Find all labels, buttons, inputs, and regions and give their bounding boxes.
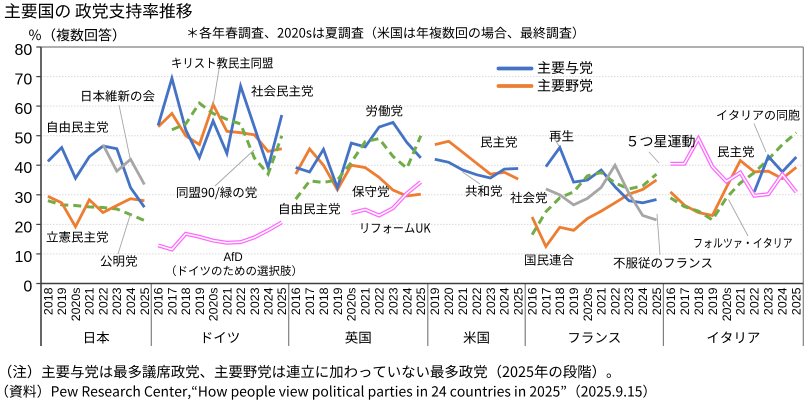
svg-text:2022: 2022 [373, 287, 387, 315]
svg-text:2024: 2024 [776, 287, 790, 315]
svg-text:50: 50 [15, 131, 33, 148]
svg-text:40: 40 [15, 160, 33, 177]
svg-text:2023: 2023 [110, 287, 124, 315]
svg-text:60: 60 [15, 101, 33, 118]
svg-text:2020: 2020 [442, 287, 456, 315]
svg-text:2020s: 2020s [345, 288, 359, 322]
svg-text:2018: 2018 [692, 287, 706, 315]
svg-text:2016: 2016 [664, 287, 678, 315]
svg-text:2023: 2023 [762, 287, 776, 315]
svg-text:2023: 2023 [484, 287, 498, 315]
svg-text:2019: 2019 [331, 287, 345, 315]
svg-text:2020s: 2020s [207, 288, 221, 322]
svg-text:2017: 2017 [165, 287, 179, 315]
svg-text:2020s: 2020s [720, 288, 734, 322]
svg-text:2025: 2025 [414, 287, 428, 315]
svg-text:2018: 2018 [553, 287, 567, 315]
svg-text:2022: 2022 [234, 287, 248, 315]
svg-text:2019: 2019 [55, 287, 69, 315]
svg-text:2017: 2017 [539, 287, 553, 315]
svg-text:2021: 2021 [456, 287, 470, 315]
svg-text:2020s: 2020s [69, 288, 83, 322]
svg-text:20: 20 [15, 219, 33, 236]
svg-text:2018: 2018 [317, 287, 331, 315]
svg-text:2019: 2019 [567, 287, 581, 315]
svg-text:10: 10 [15, 249, 33, 266]
svg-text:2024: 2024 [262, 287, 276, 315]
svg-text:2018: 2018 [179, 287, 193, 315]
svg-text:2025: 2025 [650, 287, 664, 315]
svg-text:2018: 2018 [41, 287, 55, 315]
svg-text:2023: 2023 [386, 287, 400, 315]
svg-text:2024: 2024 [400, 287, 414, 315]
svg-text:2022: 2022 [470, 287, 484, 315]
svg-text:2021: 2021 [359, 287, 373, 315]
svg-text:80: 80 [15, 42, 33, 59]
svg-text:2025: 2025 [790, 287, 804, 315]
svg-text:2019: 2019 [428, 287, 442, 315]
svg-text:2024: 2024 [636, 287, 650, 315]
svg-text:2025: 2025 [138, 287, 152, 315]
svg-text:2017: 2017 [678, 287, 692, 315]
svg-text:2023: 2023 [248, 287, 262, 315]
svg-text:2022: 2022 [608, 287, 622, 315]
svg-text:2019: 2019 [193, 287, 207, 315]
svg-text:2020s: 2020s [581, 288, 595, 322]
svg-text:2022: 2022 [748, 287, 762, 315]
svg-text:2017: 2017 [303, 287, 317, 315]
svg-text:0: 0 [23, 279, 32, 296]
svg-text:2016: 2016 [526, 287, 540, 315]
svg-text:2016: 2016 [152, 287, 166, 315]
svg-text:2021: 2021 [734, 287, 748, 315]
svg-text:2021: 2021 [595, 287, 609, 315]
svg-text:2019: 2019 [706, 287, 720, 315]
svg-text:2024: 2024 [498, 287, 512, 315]
svg-text:2016: 2016 [289, 287, 303, 315]
svg-text:2025: 2025 [275, 287, 289, 315]
svg-text:2022: 2022 [96, 287, 110, 315]
svg-text:30: 30 [15, 190, 33, 207]
svg-text:2025: 2025 [512, 287, 526, 315]
svg-text:70: 70 [15, 72, 33, 89]
svg-text:2021: 2021 [83, 287, 97, 315]
svg-text:AfD: AfD [224, 252, 243, 264]
svg-text:2021: 2021 [220, 287, 234, 315]
svg-text:2024: 2024 [124, 287, 138, 315]
svg-text:2023: 2023 [622, 287, 636, 315]
